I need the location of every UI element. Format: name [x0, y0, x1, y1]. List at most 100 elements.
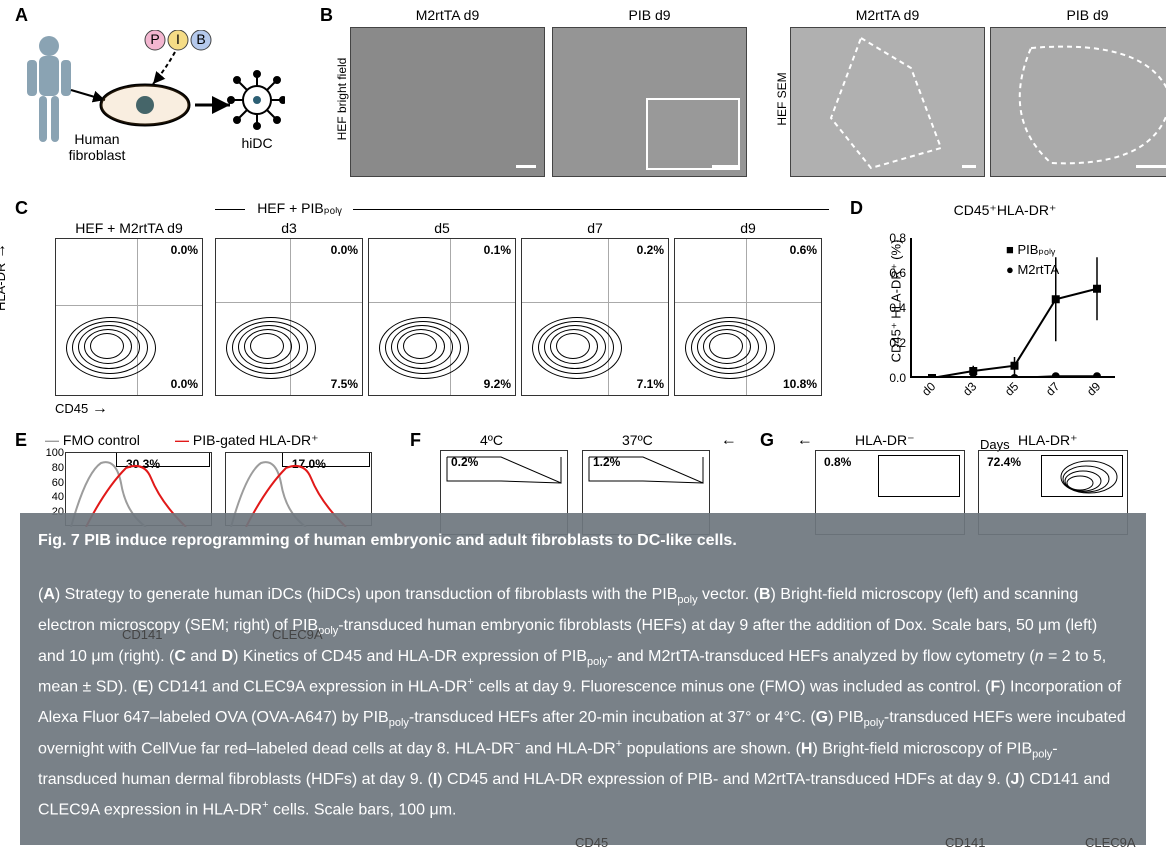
panel-C: C HEF + PIBₚₒₗᵧ HLA-DR → HEF + M2rtTA d9…	[15, 198, 830, 418]
panelB-cap: PIB d9	[552, 7, 747, 23]
panelG-cap: HLA-DR⁻	[855, 432, 915, 449]
pct-top-right: 0.0%	[331, 243, 358, 257]
panelF-up-arrow: ↑	[720, 438, 738, 446]
flow-plot: 0.1%9.2%	[368, 238, 516, 396]
panelD-legend-pib: ■ PIBₚₒₗᵧ	[1006, 242, 1055, 258]
scalebar	[1136, 165, 1166, 168]
axis-label-faint: CLEC9A	[1085, 835, 1136, 850]
panelC-subcap: d5	[368, 220, 516, 236]
panelB-col-2: M2rtTA d9HEF SEM	[790, 7, 985, 177]
microscopy-image	[790, 27, 985, 177]
flow-plot: 0.2% 7.1%	[521, 238, 669, 396]
svg-text:fibroblast: fibroblast	[69, 147, 126, 163]
panelF-cap: 4ºC	[480, 432, 503, 448]
panelB-col-0: M2rtTA d9HEF bright field	[350, 7, 545, 177]
xtick: d9	[1084, 379, 1103, 398]
hidc-icon	[228, 71, 285, 129]
pct-bottom-right: 10.8%	[783, 377, 817, 391]
xtick: d0	[919, 379, 938, 398]
caption-body: (A) Strategy to generate human iDCs (hiD…	[38, 580, 1128, 826]
panelG-up-arrow: ↑	[796, 438, 814, 446]
panelG-cap: HLA-DR⁺	[1018, 432, 1078, 449]
gate-pct: 0.2%	[451, 455, 478, 469]
panelC-super: HEF + PIBₚₒₗᵧ	[247, 200, 352, 217]
pct-bottom-right: 7.1%	[637, 377, 664, 391]
panelC-subcap: d3	[215, 220, 363, 236]
microscopy-image	[350, 27, 545, 177]
inset-image	[646, 98, 740, 170]
I-label: I	[176, 31, 180, 47]
panel-E: E — FMO control — PIB-gated HLA-DR⁺ 2040…	[15, 430, 385, 525]
xtick: d5	[1002, 379, 1021, 398]
axis-label-faint: CD141	[945, 835, 985, 850]
panel-A: A P I	[15, 5, 285, 175]
axis-label-faint: CD141	[122, 627, 162, 642]
panelC-ylabel: HLA-DR →	[0, 243, 10, 311]
caption-title: Fig. 7 PIB induce reprogramming of human…	[38, 531, 1128, 552]
pct-bottom-right: 7.5%	[331, 377, 358, 391]
axis-label-faint: CD45	[575, 835, 608, 850]
panelC-subcap: d7	[521, 220, 669, 236]
panel-E-label: E	[15, 430, 27, 451]
ytick: 0.2	[876, 336, 906, 350]
pct-top-right: 0.6%	[790, 243, 817, 257]
panelB-sidelabel: HEF SEM	[775, 39, 789, 159]
panelB-col-1: PIB d9	[552, 7, 747, 177]
ytick: 0.0	[876, 371, 906, 385]
panel-A-label: A	[15, 5, 28, 26]
panelB-sidelabel: HEF bright field	[335, 39, 349, 159]
human-silhouette-icon	[27, 36, 71, 142]
pct-bottom-right: 9.2%	[484, 377, 511, 391]
panelF-cap: 37ºC	[622, 432, 653, 448]
panelB-cap: PIB d9	[990, 7, 1166, 23]
panelB-cap: M2rtTA d9	[350, 7, 545, 23]
panelD-legend-m2rtta: ● M2rtTA	[1006, 262, 1059, 277]
xtick: d3	[960, 379, 979, 398]
pct-top-right: 0.2%	[637, 243, 664, 257]
panel-F: F 4ºC0.2%37ºC1.2% ↑	[410, 430, 720, 525]
scalebar	[516, 165, 536, 168]
panelD-chart: ■ PIBₚₒₗᵧ ● M2rtTA	[910, 238, 1115, 378]
figure-caption: Fig. 7 PIB induce reprogramming of human…	[20, 513, 1146, 845]
ytick: 100	[40, 447, 64, 459]
panel-C-label: C	[15, 198, 28, 219]
panel-F-label: F	[410, 430, 421, 451]
ytick: 0.6	[876, 266, 906, 280]
pib-icon: P I B	[145, 30, 211, 50]
panel-D: D CD45⁺HLA-DR⁺ CD45⁺ HLA-DR⁺ (%) ■ PIBₚₒ…	[850, 198, 1160, 408]
microscopy-image	[552, 27, 747, 177]
human-fibroblast-label: Human	[74, 131, 119, 147]
panel-G-label: G	[760, 430, 774, 451]
ytick: 0.4	[876, 301, 906, 315]
P-label: P	[150, 31, 159, 47]
ytick: 0.8	[876, 231, 906, 245]
panel-A-diagram: P I B Human fibroblast	[25, 30, 285, 175]
fibroblast-icon	[101, 85, 189, 125]
pct-top-right: 0.0%	[171, 243, 198, 257]
scalebar	[962, 165, 976, 168]
hidc-label: hiDC	[241, 135, 272, 151]
ytick: 40	[40, 491, 64, 503]
ytick: 60	[40, 477, 64, 489]
gate-pct: 1.2%	[593, 455, 620, 469]
panelB-col-3: PIB d9	[990, 7, 1166, 177]
panelE-legend-pib: — PIB-gated HLA-DR⁺	[175, 432, 319, 449]
microscopy-image	[990, 27, 1166, 177]
panelE-legend-fmo: — FMO control	[45, 432, 140, 448]
xtick: d7	[1043, 379, 1062, 398]
flow-plot: 0.0% 7.5%	[215, 238, 363, 396]
ytick: 80	[40, 462, 64, 474]
flow-plot: 0.0% 0.0%	[55, 238, 203, 396]
scalebar	[712, 165, 738, 168]
panelD-title: CD45⁺HLA-DR⁺	[850, 202, 1160, 219]
panel-B: B M2rtTA d9HEF bright fieldPIB d9M2rtTA …	[320, 5, 1150, 190]
panel-B-label: B	[320, 5, 333, 26]
B-label: B	[196, 31, 205, 47]
panelB-cap: M2rtTA d9	[790, 7, 985, 23]
panelC-subcap: d9	[674, 220, 822, 236]
panelC-subcap: HEF + M2rtTA d9	[55, 220, 203, 236]
gate-pct: 0.8%	[824, 455, 851, 469]
panel-G: G HLA-DR⁻0.8%HLA-DR⁺72.4% ↑	[760, 430, 1150, 525]
panelC-xlabel: CD45 →	[55, 400, 108, 418]
pct-bottom-right: 0.0%	[171, 377, 198, 391]
